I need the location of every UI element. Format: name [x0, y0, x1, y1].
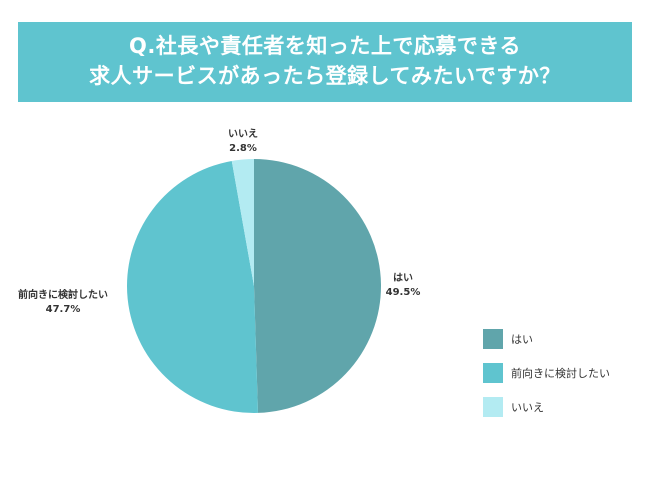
chart-title-line-2: 求人サービスがあったら登録してみたいですか？ — [89, 64, 561, 88]
slice-value-yes: 49.5% — [386, 287, 421, 298]
legend-swatch-no — [483, 397, 503, 417]
slice-no — [231, 159, 254, 286]
legend-label-yes: はい — [511, 333, 533, 346]
legend-item-considering: 前向きに検討したい — [483, 356, 643, 390]
chart-title-line-1: Q.社長や責任者を知った上で応募できる — [129, 34, 521, 58]
slice-value-considering: 47.7% — [46, 304, 81, 315]
legend-swatch-yes — [483, 329, 503, 349]
legend-label-no: いいえ — [511, 401, 544, 414]
legend-item-yes: はい — [483, 322, 643, 356]
title-banner: Q.社長や責任者を知った上で応募できる 求人サービスがあったら登録してみたいです… — [18, 22, 632, 102]
slice-label-yes: はい — [393, 272, 413, 284]
slice-yes — [254, 159, 382, 413]
slice-label-considering: 前向きに検討したい — [18, 288, 108, 301]
slice-label-no: いいえ — [228, 128, 258, 140]
slice-considering — [126, 160, 258, 413]
legend-swatch-considering — [483, 363, 503, 383]
legend: はい 前向きに検討したい いいえ — [483, 322, 643, 424]
slice-value-no: 2.8% — [229, 143, 257, 154]
legend-label-considering: 前向きに検討したい — [511, 367, 610, 380]
legend-item-no: いいえ — [483, 390, 643, 424]
